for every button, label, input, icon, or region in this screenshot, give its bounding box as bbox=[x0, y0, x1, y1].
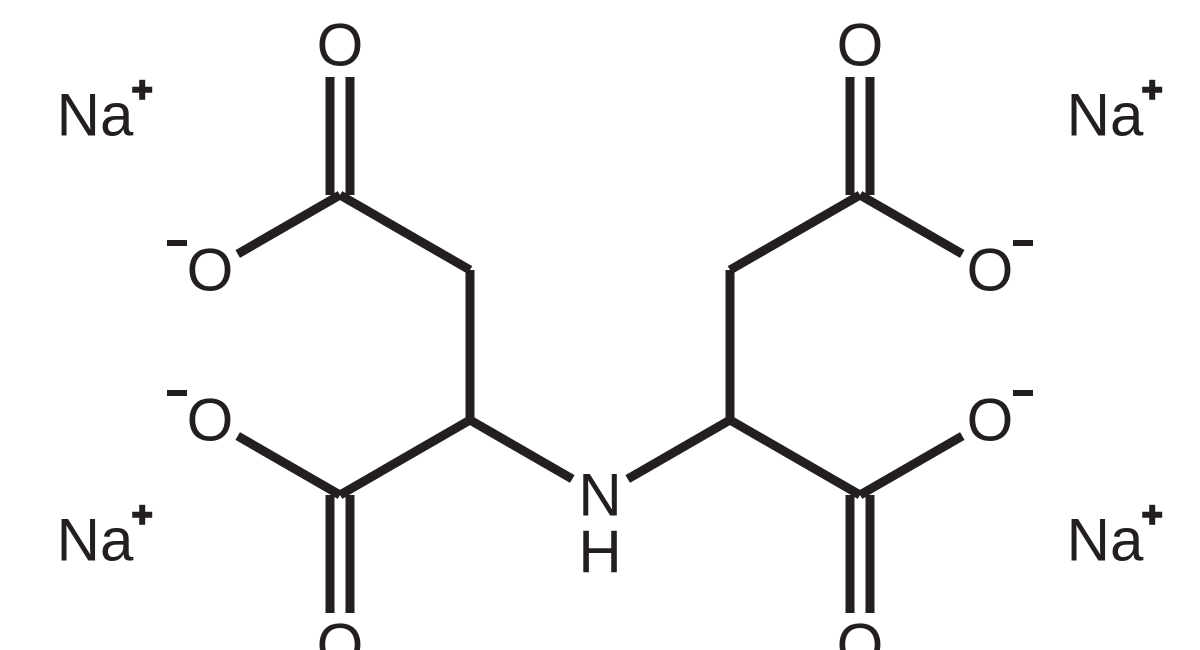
single-bond bbox=[238, 195, 340, 254]
counterion: Na bbox=[1067, 80, 1163, 149]
svg-text:Na: Na bbox=[1067, 82, 1144, 149]
chemical-structure: NH O O O O O O O O Na Na Na Na bbox=[0, 0, 1200, 650]
atom-label: NH bbox=[578, 462, 621, 586]
single-bond bbox=[340, 420, 470, 495]
atom-label: O bbox=[317, 612, 364, 650]
single-bond bbox=[730, 420, 860, 495]
svg-text:O: O bbox=[187, 387, 234, 454]
svg-text:Na: Na bbox=[57, 82, 134, 149]
atom-label: O bbox=[967, 387, 1033, 454]
atom-label: O bbox=[167, 237, 233, 304]
atom-label: O bbox=[837, 12, 884, 79]
single-bond bbox=[340, 195, 470, 270]
hydrogen-label: H bbox=[578, 519, 621, 586]
atom-label: O bbox=[837, 612, 884, 650]
counterion: Na bbox=[1067, 505, 1163, 574]
svg-text:O: O bbox=[187, 237, 234, 304]
atom-label: O bbox=[317, 12, 364, 79]
svg-text:O: O bbox=[967, 387, 1014, 454]
single-bond bbox=[730, 195, 860, 270]
svg-text:Na: Na bbox=[57, 507, 134, 574]
single-bond bbox=[470, 420, 572, 479]
svg-text:O: O bbox=[967, 237, 1014, 304]
svg-text:O: O bbox=[317, 12, 364, 79]
counterion: Na bbox=[57, 80, 153, 149]
single-bond bbox=[860, 195, 962, 254]
counterion: Na bbox=[57, 505, 153, 574]
svg-text:O: O bbox=[837, 12, 884, 79]
single-bond bbox=[860, 436, 962, 495]
svg-text:O: O bbox=[317, 612, 364, 650]
atom-label: O bbox=[967, 237, 1033, 304]
single-bond bbox=[238, 436, 340, 495]
atom-label: O bbox=[167, 387, 233, 454]
single-bond bbox=[628, 420, 730, 479]
svg-text:Na: Na bbox=[1067, 507, 1144, 574]
svg-text:O: O bbox=[837, 612, 884, 650]
